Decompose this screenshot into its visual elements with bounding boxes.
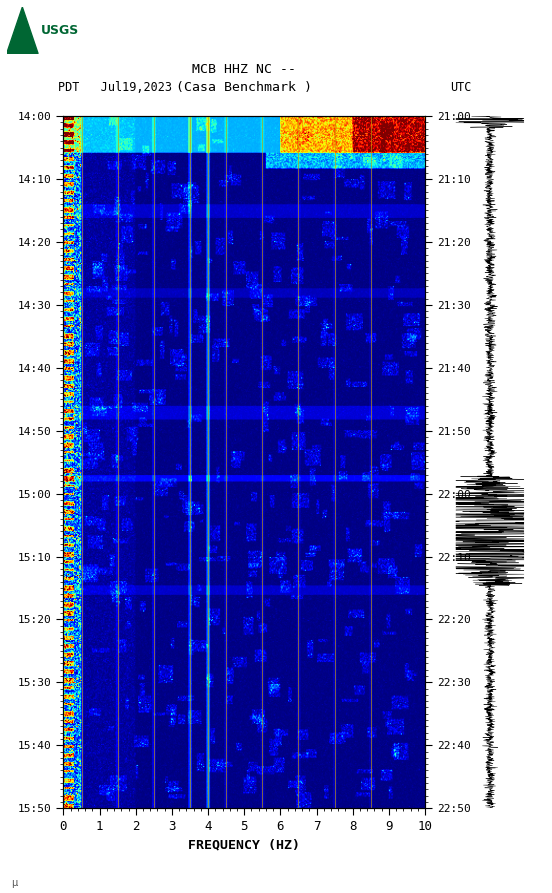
Polygon shape [7,7,38,54]
Text: MCB HHZ NC --: MCB HHZ NC -- [192,63,296,76]
Text: (Casa Benchmark ): (Casa Benchmark ) [176,80,312,94]
Text: USGS: USGS [41,24,79,37]
Text: μ: μ [11,878,17,888]
X-axis label: FREQUENCY (HZ): FREQUENCY (HZ) [188,839,300,852]
Text: UTC: UTC [450,80,471,94]
Text: PDT   Jul19,2023: PDT Jul19,2023 [58,80,172,94]
